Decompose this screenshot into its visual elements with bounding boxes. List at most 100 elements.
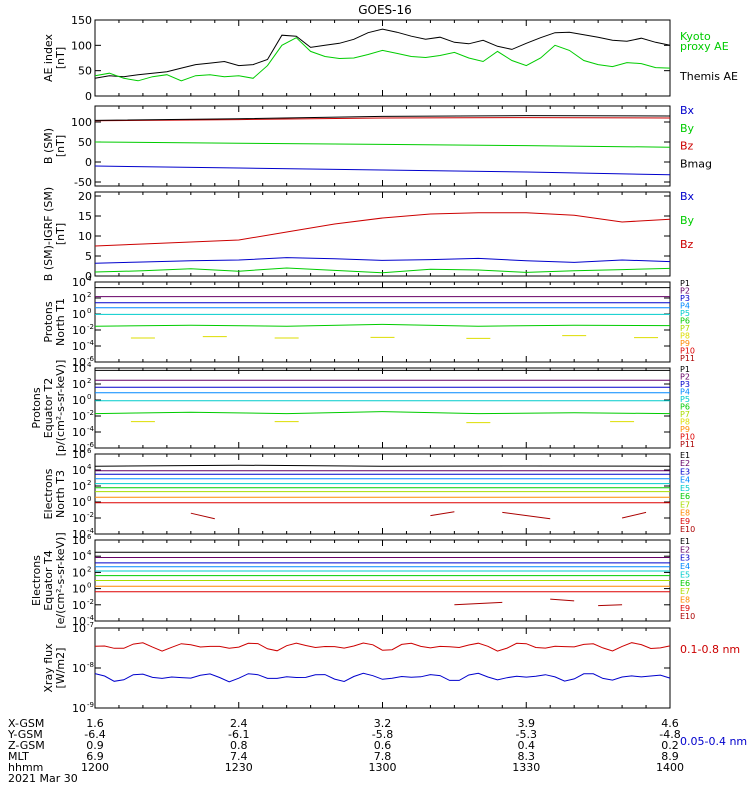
legend-entry: E1 — [680, 451, 690, 460]
panel-frame — [94, 627, 671, 709]
y-tick-label: 10 — [78, 230, 92, 243]
legend-entry: Bx — [680, 104, 695, 117]
legend-entry: E8 — [680, 595, 690, 604]
y-tick-label: 15 — [78, 210, 92, 223]
footer-row-label: hhmm — [8, 761, 43, 774]
y-tick-label: 50 — [78, 65, 92, 78]
date-label: 2021 Mar 30 — [8, 772, 78, 785]
y-axis-label: [p/(cm²-s-sr-keV)] — [54, 360, 67, 457]
footer-value: 0.8 — [230, 739, 248, 752]
legend-entry: P5 — [680, 309, 690, 318]
y-axis-label: North T1 — [54, 298, 67, 346]
legend-entry: P7 — [680, 410, 690, 419]
y-tick-label: 100 — [71, 39, 92, 52]
y-tick-label: 10 — [72, 340, 86, 353]
panel-3: 0 5 10 15 20 B (SM)-IGRF (SM) [nT] Bx By Bz — [42, 187, 695, 283]
legend-entry: P6 — [680, 402, 690, 411]
legend-entry: E6 — [680, 492, 690, 501]
legend-entry: P6 — [680, 316, 690, 325]
y-tick-label: 10 — [72, 292, 86, 305]
legend-entry: P11 — [680, 354, 695, 363]
series-bx — [94, 165, 671, 176]
y-tick-label: 10 — [72, 615, 86, 628]
y-axis-label: [nT] — [54, 47, 67, 69]
footer-value: 0.6 — [374, 739, 392, 752]
y-tick-label: 10 — [72, 599, 86, 612]
legend-entry: Bz — [680, 140, 694, 153]
footer-value: -6.1 — [228, 728, 249, 741]
legend-entry: E4 — [680, 476, 690, 485]
footer-value: 1.6 — [86, 717, 104, 730]
y-tick-label: 10 — [72, 356, 86, 369]
legend-entry: E6 — [680, 579, 690, 588]
y-axis-label: [nT] — [54, 223, 67, 245]
legend-entry: P5 — [680, 395, 690, 404]
y-tick-label: 10 — [72, 324, 86, 337]
legend-entry: 0.05-0.4 nm — [680, 735, 747, 748]
y-axis-label: B (SM)-IGRF (SM) — [42, 187, 55, 281]
series-segment — [621, 511, 647, 519]
legend-entry: By — [680, 214, 695, 227]
panel-2: -50 0 50 100 B (SM) [nT] Bx By Bz Bmag — [42, 104, 712, 189]
y-tick-exponent: -6 — [87, 355, 95, 363]
y-tick-label: 10 — [72, 496, 86, 509]
legend-entry: E3 — [680, 467, 690, 476]
y-tick-label: 5 — [85, 250, 92, 263]
legend-entry: E2 — [680, 459, 690, 468]
legend-entry: E4 — [680, 562, 690, 571]
y-tick-exponent: 2 — [87, 291, 91, 299]
legend-entry: E7 — [680, 500, 690, 509]
series-themis-ae — [94, 28, 671, 79]
footer-value: -6.4 — [84, 728, 105, 741]
y-tick-label: 10 — [72, 528, 86, 541]
footer-value: -5.3 — [516, 728, 537, 741]
legend-entry: proxy AE — [680, 40, 729, 53]
y-tick-exponent: -7 — [87, 621, 94, 629]
y-tick-label: 10 — [72, 308, 86, 321]
footer-value: 8.3 — [518, 750, 536, 763]
y-tick-exponent: 0 — [87, 393, 91, 401]
y-tick-label: 100 — [71, 116, 92, 129]
y-axis-label: AE index — [42, 33, 55, 82]
series-by — [94, 141, 671, 148]
y-axis-label: B (SM) — [42, 128, 55, 164]
y-axis-label: North T3 — [54, 470, 67, 518]
y-tick-label: 10 — [72, 276, 86, 289]
legend-entry: E10 — [680, 612, 695, 621]
y-tick-exponent: 0 — [87, 307, 91, 315]
series-bz — [94, 212, 671, 247]
series-p6 — [94, 323, 671, 327]
legend-entry: E9 — [680, 517, 690, 526]
y-tick-label: 10 — [72, 702, 86, 715]
footer-value: 6.9 — [86, 750, 104, 763]
y-tick-label: 150 — [71, 14, 92, 27]
legend-entry: E5 — [680, 484, 690, 493]
y-tick-label: 0 — [85, 156, 92, 169]
footer-value: 0.2 — [661, 739, 679, 752]
legend-entry: P2 — [680, 286, 690, 295]
legend-entry: P10 — [680, 346, 695, 355]
y-axis-label: Electrons — [42, 468, 55, 519]
series-segment — [550, 598, 575, 602]
panel-frame — [94, 191, 671, 277]
plot-title: GOES-16 — [358, 3, 412, 17]
legend-entry: E7 — [680, 587, 690, 596]
footer-value: 3.2 — [374, 717, 392, 730]
legend-entry: P1 — [680, 279, 690, 288]
legend-entry: E8 — [680, 509, 690, 518]
footer-value: 0.4 — [518, 739, 536, 752]
y-axis-label: [W/m2] — [54, 648, 67, 689]
panel-frame — [94, 281, 671, 363]
legend-entry: Bmag — [680, 157, 712, 170]
legend-entry: Bx — [680, 190, 695, 203]
footer-value: 7.8 — [374, 750, 392, 763]
y-tick-label: 0 — [85, 270, 92, 283]
legend-entry: E10 — [680, 525, 695, 534]
x-axis-footer: X-GSM 1.6 2.4 3.2 3.9 4.6 Y-GSM -6.4 -6.1 -5.8 -5.… — [7, 717, 684, 785]
